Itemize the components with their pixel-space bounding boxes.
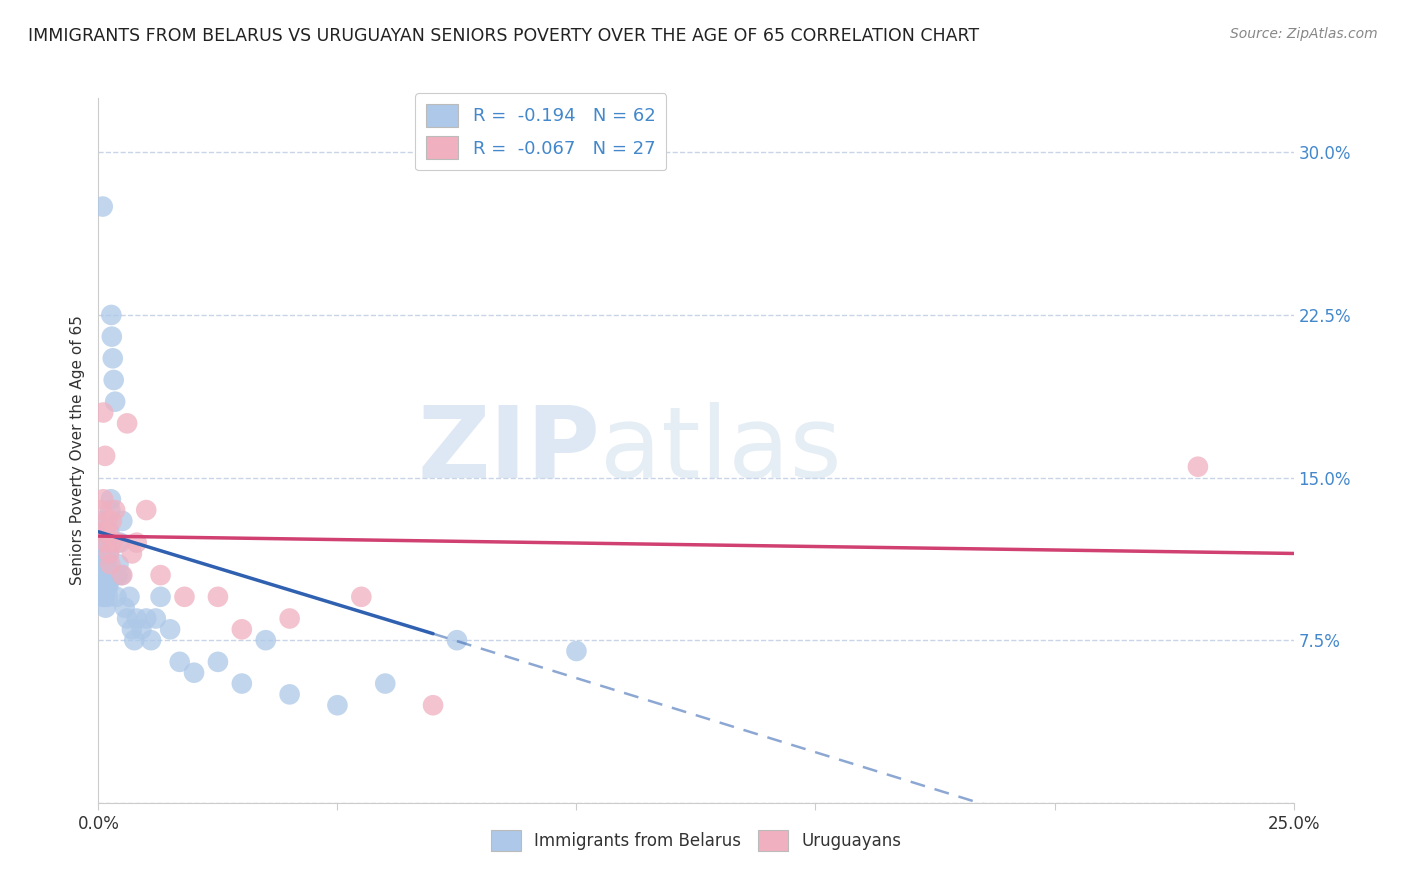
Point [93, 568, 115, 582]
Point [101, 514, 124, 528]
Text: Source: ZipAtlas.com: Source: ZipAtlas.com [1230, 27, 1378, 41]
Point [103, 373, 125, 387]
Point [104, 503, 127, 517]
Point [111, 514, 134, 528]
Point [94, 600, 117, 615]
Point [96, 514, 118, 528]
Point [105, 590, 128, 604]
Point [97, 579, 120, 593]
Y-axis label: Seniors Poverty Over the Age of 65: Seniors Poverty Over the Age of 65 [69, 316, 84, 585]
Point [93, 524, 115, 539]
Point [93, 579, 115, 593]
Point [93, 590, 115, 604]
Point [91, 590, 114, 604]
Point [94, 579, 117, 593]
Point [278, 687, 301, 701]
Point [96, 568, 118, 582]
Point [96, 579, 118, 593]
Point [91, 492, 114, 507]
Point [91, 579, 114, 593]
Point [100, 308, 122, 322]
Point [326, 698, 349, 713]
Point [94, 535, 117, 549]
Point [91, 405, 114, 419]
Legend: Immigrants from Belarus, Uruguayans: Immigrants from Belarus, Uruguayans [484, 823, 908, 858]
Point [94, 558, 117, 572]
Point [91, 535, 114, 549]
Point [111, 568, 134, 582]
Point [254, 633, 277, 648]
Point [100, 492, 122, 507]
Point [98, 524, 121, 539]
Point [207, 590, 229, 604]
Text: IMMIGRANTS FROM BELARUS VS URUGUAYAN SENIORS POVERTY OVER THE AGE OF 65 CORRELAT: IMMIGRANTS FROM BELARUS VS URUGUAYAN SEN… [28, 27, 979, 45]
Point [110, 568, 132, 582]
Point [114, 600, 136, 615]
Text: atlas: atlas [600, 402, 842, 499]
Point [135, 503, 157, 517]
Point [101, 329, 124, 343]
Point [91, 558, 114, 572]
Point [350, 590, 373, 604]
Point [101, 351, 124, 366]
Point [108, 535, 131, 549]
Point [98, 503, 122, 517]
Point [98, 558, 122, 572]
Point [131, 623, 153, 637]
Point [149, 590, 172, 604]
Point [183, 665, 205, 680]
Point [565, 644, 588, 658]
Point [115, 611, 138, 625]
Point [124, 633, 146, 648]
Text: ZIP: ZIP [418, 402, 600, 499]
Point [107, 558, 129, 572]
Point [149, 568, 172, 582]
Point [97, 524, 120, 539]
Point [91, 514, 114, 528]
Point [169, 655, 191, 669]
Point [145, 611, 167, 625]
Point [94, 449, 117, 463]
Point [90, 546, 112, 560]
Point [96, 535, 118, 549]
Point [101, 535, 124, 549]
Point [97, 590, 120, 604]
Point [104, 394, 127, 409]
Point [173, 590, 195, 604]
Point [91, 503, 114, 517]
Point [446, 633, 468, 648]
Point [125, 611, 148, 625]
Point [121, 623, 143, 637]
Point [1187, 459, 1209, 474]
Point [93, 524, 115, 539]
Point [125, 535, 148, 549]
Point [115, 417, 138, 431]
Point [159, 623, 181, 637]
Point [231, 676, 253, 690]
Point [422, 698, 444, 713]
Point [90, 558, 112, 572]
Point [97, 546, 120, 560]
Point [94, 568, 117, 582]
Point [97, 546, 120, 560]
Point [207, 655, 229, 669]
Point [90, 568, 112, 582]
Point [121, 546, 143, 560]
Point [96, 558, 118, 572]
Point [107, 535, 129, 549]
Point [107, 568, 129, 582]
Point [118, 590, 141, 604]
Point [94, 546, 117, 560]
Point [91, 200, 114, 214]
Point [135, 611, 157, 625]
Point [139, 633, 162, 648]
Point [278, 611, 301, 625]
Point [93, 546, 115, 560]
Point [231, 623, 253, 637]
Point [374, 676, 396, 690]
